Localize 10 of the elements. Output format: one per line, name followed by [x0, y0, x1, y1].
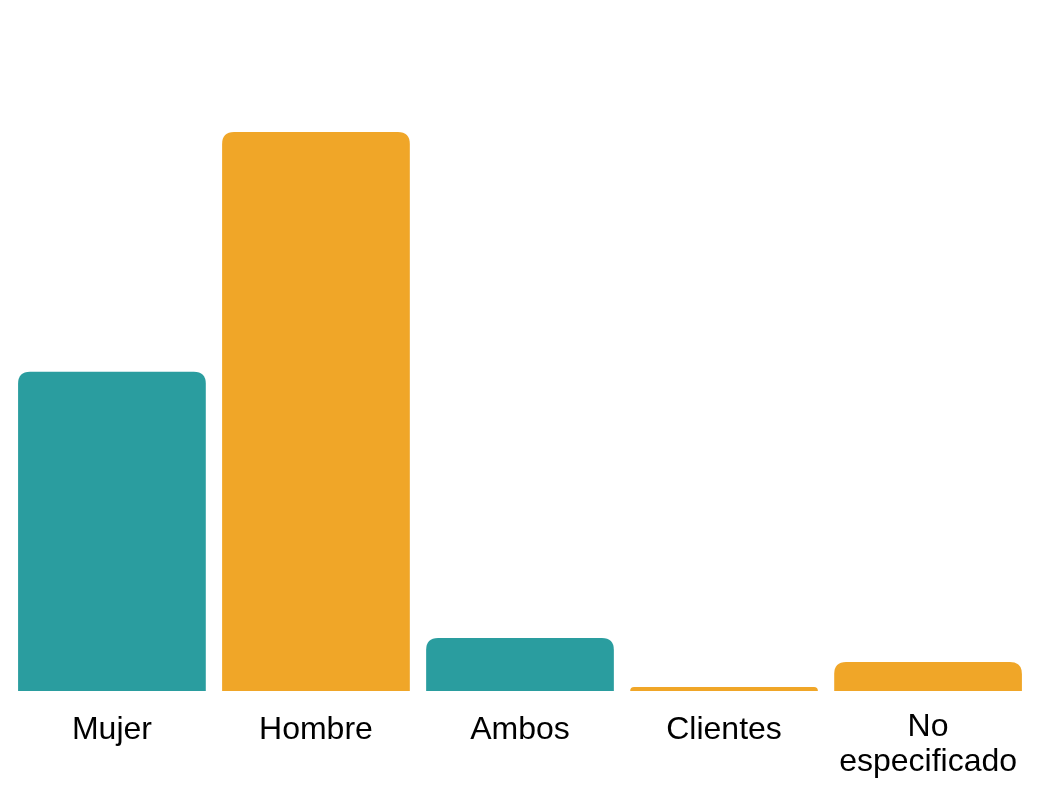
x-tick-label: Ambos: [470, 709, 570, 746]
bar: [18, 371, 206, 691]
bar: [426, 637, 614, 691]
x-tick-label: Mujer: [71, 709, 153, 746]
bar: [834, 661, 1022, 691]
x-tick-label: No especificado: [839, 706, 1018, 778]
x-tick-label: Hombre: [259, 709, 373, 746]
bar: [630, 687, 818, 691]
bar: [222, 132, 410, 691]
x-tick-label: Clientes: [666, 709, 782, 746]
